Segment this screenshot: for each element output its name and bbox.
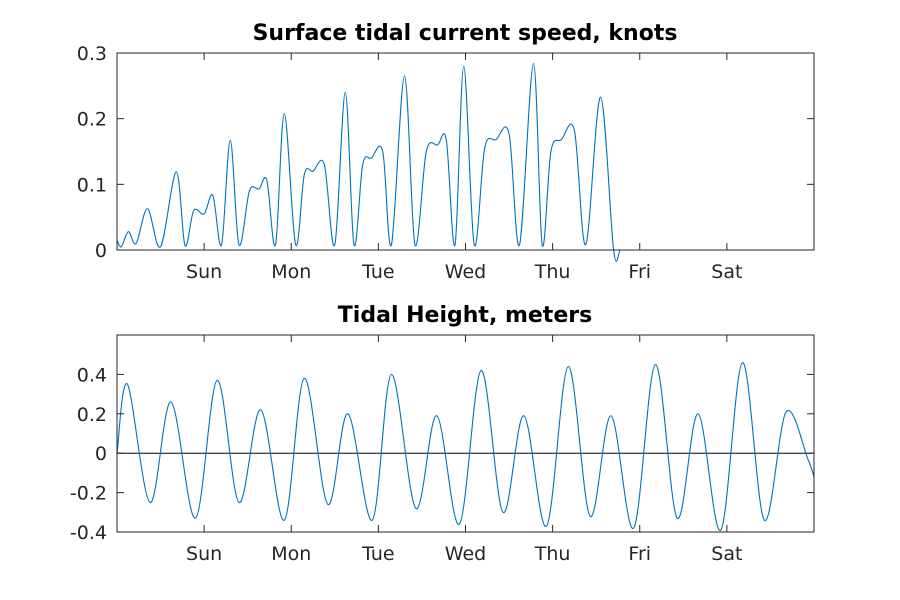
tidal-height-x-tick-label: Sun <box>186 543 222 565</box>
current-speed-x-tick-label: Tue <box>361 261 394 283</box>
tidal-height-x-tick-label: Wed <box>445 543 486 565</box>
tidal-height-series-group <box>116 362 815 531</box>
current-speed-x-tick-label: Wed <box>445 261 486 283</box>
current-speed-plot: Surface tidal current speed, knots Sun Mo… <box>77 21 815 283</box>
current-speed-axes-box <box>116 52 815 251</box>
tidal-height-y-tick-label: -0.2 <box>70 483 107 505</box>
current-speed-x-tick-label: Sun <box>186 261 222 283</box>
tidal-height-x-tick-label: Fri <box>628 543 651 565</box>
current-speed-x-tick-label: Sat <box>711 261 742 283</box>
tidal-height-x-tick-label: Tue <box>361 543 394 565</box>
current-speed-title: Surface tidal current speed, knots <box>253 21 678 46</box>
tidal-height-title: Tidal Height, meters <box>338 303 592 328</box>
tidal-height-plot: Tidal Height, meters Sun Mon Tue Wed Thu Fri S… <box>70 303 815 565</box>
current-speed-x-tick-label: Mon <box>271 261 311 283</box>
current-speed-ticks: Sun Mon Tue Wed Thu Fri Sat 0 0.1 0.2 0.3 <box>77 43 814 283</box>
tidal-height-y-tick-label: 0.4 <box>77 364 107 386</box>
current-speed-x-tick-label: Thu <box>534 261 571 283</box>
tidal-height-y-tick-label: 0 <box>95 443 107 465</box>
tidal-height-y-tick-label: -0.4 <box>70 522 107 544</box>
tidal-height-ticks: Sun Mon Tue Wed Thu Fri Sat -0.4 -0.2 0 0.2 0.4 <box>70 335 814 565</box>
current-speed-y-tick-label: 0.1 <box>77 174 107 196</box>
tidal-height-axes-box <box>116 334 815 533</box>
current-speed-x-tick-label: Fri <box>628 261 651 283</box>
tidal-height-series-line <box>116 362 815 531</box>
tidal-height-x-tick-label: Thu <box>534 543 571 565</box>
tidal-height-y-tick-label: 0.2 <box>77 404 107 426</box>
current-speed-y-tick-label: 0 <box>95 240 107 262</box>
current-speed-y-tick-label: 0.2 <box>77 109 107 131</box>
tidal-height-x-tick-label: Mon <box>271 543 311 565</box>
current-speed-y-tick-label: 0.3 <box>77 43 107 65</box>
tidal-height-x-tick-label: Sat <box>711 543 742 565</box>
